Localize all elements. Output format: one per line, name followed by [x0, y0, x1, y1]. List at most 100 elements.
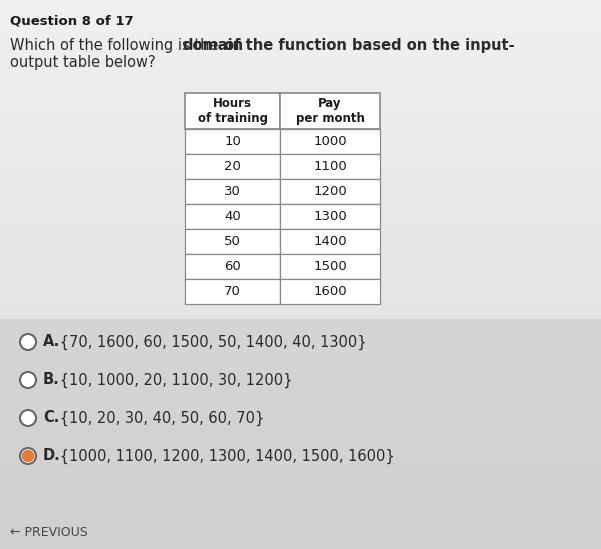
Bar [0, 346, 601, 349]
Bar [0, 165, 601, 167]
Bar [0, 19, 601, 22]
Bar [0, 445, 601, 447]
Bar [0, 217, 601, 220]
Bar [0, 261, 601, 264]
Bar [0, 513, 601, 516]
Bar [0, 203, 601, 206]
Bar [0, 467, 601, 469]
Bar [0, 220, 601, 222]
Text: 1600: 1600 [313, 285, 347, 298]
Bar [0, 8, 601, 11]
Bar [0, 91, 601, 93]
Bar [0, 102, 601, 104]
Bar [0, 294, 601, 296]
Text: 10: 10 [224, 135, 241, 148]
Text: 70: 70 [224, 285, 241, 298]
Bar [0, 99, 601, 102]
Bar [0, 310, 601, 313]
Bar [0, 302, 601, 305]
Bar [0, 170, 601, 173]
Text: 50: 50 [224, 235, 241, 248]
Bar [0, 283, 601, 285]
Bar [0, 491, 601, 494]
Bar [0, 33, 601, 36]
Bar [0, 329, 601, 332]
Bar [0, 469, 601, 472]
Bar [0, 274, 601, 277]
Text: 1300: 1300 [313, 210, 347, 223]
Bar [0, 187, 601, 189]
Bar [0, 382, 601, 384]
Text: 1500: 1500 [313, 260, 347, 273]
Bar [0, 414, 601, 417]
Bar [0, 41, 601, 44]
Bar [0, 253, 601, 255]
Bar [0, 497, 601, 500]
Text: 1400: 1400 [313, 235, 347, 248]
Bar [0, 404, 601, 406]
Bar [0, 318, 601, 321]
Bar [0, 505, 601, 508]
Bar [0, 335, 601, 338]
Bar [0, 148, 601, 151]
Bar [0, 135, 601, 137]
Bar [0, 211, 601, 214]
Bar [0, 178, 601, 181]
Bar [0, 36, 601, 38]
Bar [0, 486, 601, 489]
Bar [0, 121, 601, 124]
Bar [0, 453, 601, 456]
Bar [0, 447, 601, 450]
Bar [0, 313, 601, 316]
Bar [0, 206, 601, 209]
Bar [0, 124, 601, 126]
Bar [0, 222, 601, 225]
Bar [0, 115, 601, 118]
Bar [185, 93, 280, 129]
Bar [0, 288, 601, 291]
Bar [0, 393, 601, 395]
Bar [0, 14, 601, 16]
Bar [185, 279, 280, 304]
Bar [0, 502, 601, 505]
Text: 1000: 1000 [313, 135, 347, 148]
Text: of the function based on the input-: of the function based on the input- [219, 38, 514, 53]
Bar [0, 291, 601, 294]
Text: Pay
per month: Pay per month [296, 97, 364, 125]
Bar [0, 145, 601, 148]
Bar [0, 93, 601, 96]
Bar [0, 285, 601, 288]
Bar [0, 0, 601, 3]
Bar [0, 475, 601, 478]
Bar [0, 316, 601, 318]
Bar [0, 390, 601, 393]
Bar [0, 409, 601, 412]
Bar [0, 516, 601, 519]
Bar [0, 541, 601, 544]
Bar [185, 254, 280, 279]
Bar [0, 343, 601, 346]
Bar [0, 231, 601, 233]
Bar [0, 360, 601, 362]
Bar [280, 179, 380, 204]
Bar [0, 272, 601, 274]
Text: B.: B. [43, 373, 59, 388]
Text: Which of the following is the: Which of the following is the [10, 38, 223, 53]
Bar [0, 25, 601, 27]
Text: 1100: 1100 [313, 160, 347, 173]
Bar [0, 242, 601, 244]
Bar [0, 349, 601, 351]
Bar [0, 508, 601, 511]
Bar [185, 229, 280, 254]
Bar [280, 279, 380, 304]
Bar [0, 423, 601, 425]
Bar [0, 425, 601, 428]
Bar [0, 88, 601, 91]
Bar [0, 118, 601, 121]
Bar [0, 151, 601, 154]
Bar [0, 530, 601, 533]
Text: A.: A. [43, 334, 60, 350]
Bar [0, 69, 601, 71]
Bar [0, 332, 601, 335]
Bar [0, 464, 601, 467]
